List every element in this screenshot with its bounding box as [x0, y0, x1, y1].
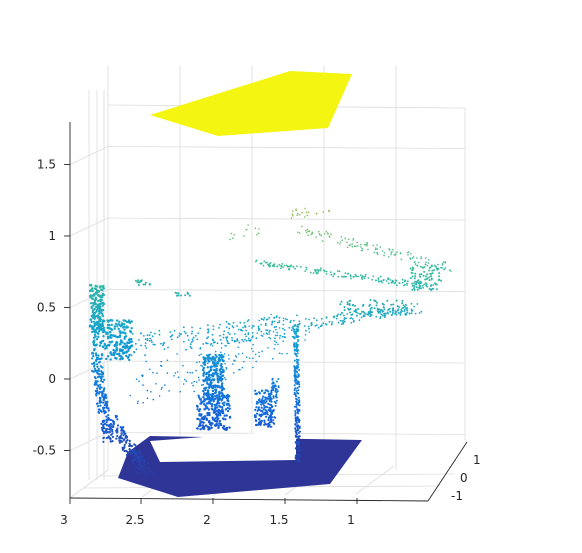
upper-beam	[409, 264, 443, 291]
y-tick-label: 0	[460, 471, 468, 485]
fragment	[134, 279, 151, 286]
center-figure	[202, 353, 226, 402]
point-cloud	[88, 71, 452, 497]
z-tick-label: 1.5	[37, 158, 56, 172]
upper-beam	[339, 299, 411, 317]
x-tick-label: 2	[203, 513, 211, 527]
upper-beam	[124, 314, 307, 357]
upper-beam	[297, 225, 452, 272]
upper-beam	[129, 313, 311, 405]
fragment	[290, 207, 331, 219]
fragment	[174, 291, 191, 297]
axes	[64, 122, 468, 504]
z-tick-label: 0.5	[37, 301, 56, 315]
right-wall-column	[292, 323, 302, 463]
left-wall-column	[107, 414, 155, 484]
x-tick-label: 2.5	[125, 513, 144, 527]
z-tick-label: -0.5	[33, 444, 56, 458]
x-tick-label: 3	[60, 513, 68, 527]
x-tick-label: 1.5	[269, 513, 288, 527]
z-tick-label: 1	[48, 229, 56, 243]
left-wall-column	[90, 354, 114, 443]
center-figure	[195, 393, 232, 431]
center-figure	[253, 389, 274, 427]
x-tick-label: 1	[347, 513, 355, 527]
floor-gap	[150, 430, 296, 462]
fragment	[229, 224, 260, 241]
tick-labels: -0.500.511.53 2.5 2 1.5 1-101	[33, 158, 481, 528]
upper-beam	[298, 302, 423, 330]
left-wall-column	[90, 318, 133, 362]
upper-beam	[254, 259, 435, 291]
ceiling-slab	[150, 71, 352, 136]
y-tick-label: 1	[473, 453, 481, 467]
y-tick-label: -1	[451, 489, 463, 503]
z-tick-label: 0	[48, 372, 56, 386]
